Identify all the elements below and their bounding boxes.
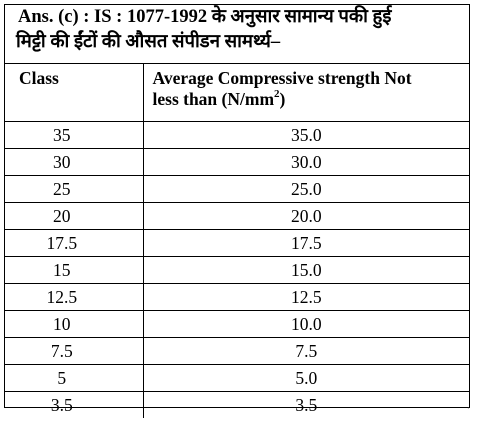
answer-heading-line-2: मिट्टी की ईंटों की औसत संपीडन सामर्थ्य–	[16, 32, 281, 52]
table-row: 30 30.0	[5, 148, 469, 176]
cell-class: 7.5	[5, 337, 144, 365]
table-body: 35 35.0 30 30.0 25 25.0 20 20.0 17.5 17.5 15 15.0 12…	[5, 121, 469, 418]
table-header-row: Class Average Compressive strength Not l…	[5, 63, 469, 122]
cell-strength: 3.5	[142, 391, 469, 418]
table-row: 5 5.0	[5, 364, 469, 392]
cell-class: 12.5	[5, 283, 144, 311]
cell-strength: 30.0	[142, 148, 469, 176]
cell-strength: 7.5	[142, 337, 469, 365]
answer-box: Ans. (c) : IS : 1077-1992 के अनुसार सामा…	[4, 4, 470, 418]
answer-heading: Ans. (c) : IS : 1077-1992 के अनुसार सामा…	[16, 5, 466, 55]
table-row: 20 20.0	[5, 202, 469, 230]
cell-class: 25	[5, 175, 144, 203]
cell-class: 30	[5, 148, 144, 176]
column-header-strength-unit: less than (N/mm	[152, 89, 275, 109]
table-row: 7.5 7.5	[5, 337, 469, 365]
cell-strength: 25.0	[142, 175, 469, 203]
cell-class: 10	[5, 310, 144, 338]
cell-strength: 12.5	[142, 283, 469, 311]
cell-strength: 15.0	[142, 256, 469, 284]
cell-strength: 5.0	[142, 364, 469, 392]
cell-class: 3.5	[5, 391, 144, 418]
table-row: 25 25.0	[5, 175, 469, 203]
cell-strength: 17.5	[142, 229, 469, 257]
cell-class: 15	[5, 256, 144, 284]
compressive-strength-table: Class Average Compressive strength Not l…	[5, 63, 469, 418]
cell-strength: 10.0	[142, 310, 469, 338]
table-row: 3.5 3.5	[5, 391, 469, 418]
answer-heading-line-1: Ans. (c) : IS : 1077-1992 के अनुसार सामा…	[18, 7, 392, 27]
column-header-strength-unit-exponent: 2	[274, 88, 280, 101]
table-row: 12.5 12.5	[5, 283, 469, 311]
table-row: 17.5 17.5	[5, 229, 469, 257]
cell-class: 5	[5, 364, 144, 392]
cell-class: 35	[5, 121, 144, 149]
cell-class: 17.5	[5, 229, 144, 257]
table-row: 10 10.0	[5, 310, 469, 338]
column-header-strength: Average Compressive strength Not less th…	[142, 63, 469, 122]
column-header-strength-close: )	[279, 89, 286, 109]
column-header-strength-line-2: less than (N/mm2)	[153, 89, 286, 109]
cell-strength: 20.0	[142, 202, 469, 230]
cell-class: 20	[5, 202, 144, 230]
corner-mark: ·	[467, 404, 470, 413]
cell-strength: 35.0	[142, 121, 469, 149]
column-header-class: Class	[5, 63, 144, 122]
table-row: 15 15.0	[5, 256, 469, 284]
table-row: 35 35.0	[5, 121, 469, 149]
column-header-strength-line-1: Average Compressive strength Not	[152, 68, 412, 88]
